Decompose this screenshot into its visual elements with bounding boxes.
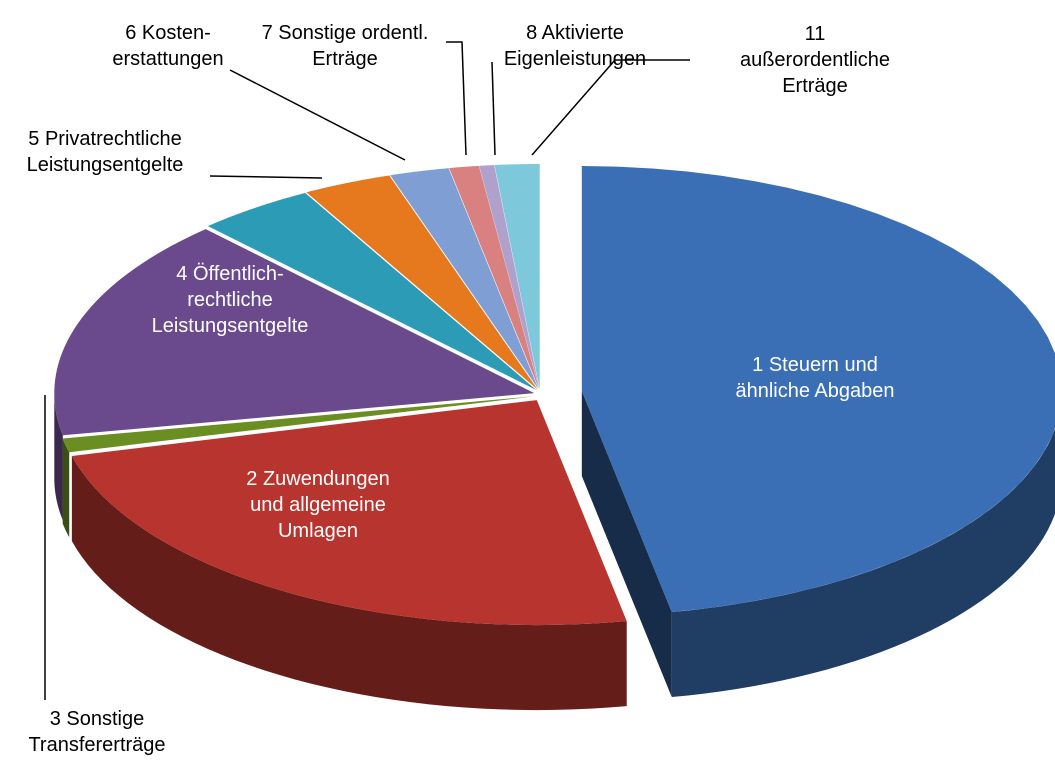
slice-side: [54, 393, 63, 521]
slice: [62, 396, 535, 453]
slice: [581, 166, 1055, 613]
slice-label: 4 Öffentlich- rechtliche Leistungsentgel…: [151, 263, 309, 337]
slice-label: 3 Sonstige Transfererträge: [28, 708, 166, 756]
slice: [71, 400, 627, 626]
leader-line: [446, 41, 467, 156]
leader-line: [491, 61, 496, 156]
slice: [207, 192, 537, 391]
slice-label: 11 außerordentliche Erträge: [739, 23, 891, 97]
slice: [449, 165, 540, 390]
slice-label: 2 Zuwendungen und allgemeine Umlagen: [246, 468, 390, 542]
slice-label: 5 Privatrechtliche Leistungsentgelte: [26, 128, 184, 176]
slice: [479, 165, 540, 390]
slice: [306, 175, 538, 390]
leader-line: [531, 59, 690, 156]
leader-line: [229, 69, 406, 161]
slice-side: [581, 391, 672, 698]
slice-side: [671, 428, 1055, 698]
pie: [54, 164, 1055, 711]
slice-side: [71, 456, 627, 711]
slice-side: [62, 438, 70, 538]
slice: [54, 229, 535, 436]
slice-label: 8 Aktivierte Eigenleistungen: [503, 22, 647, 70]
slice-label: 6 Kosten- erstattungen: [112, 22, 224, 70]
leader-line: [209, 175, 323, 179]
slice: [390, 168, 539, 390]
slice-label: 7 Sonstige ordentl. Erträge: [261, 22, 429, 70]
slice: [494, 164, 540, 390]
slice-label: 1 Steuern und ähnliche Abgaben: [735, 354, 895, 402]
